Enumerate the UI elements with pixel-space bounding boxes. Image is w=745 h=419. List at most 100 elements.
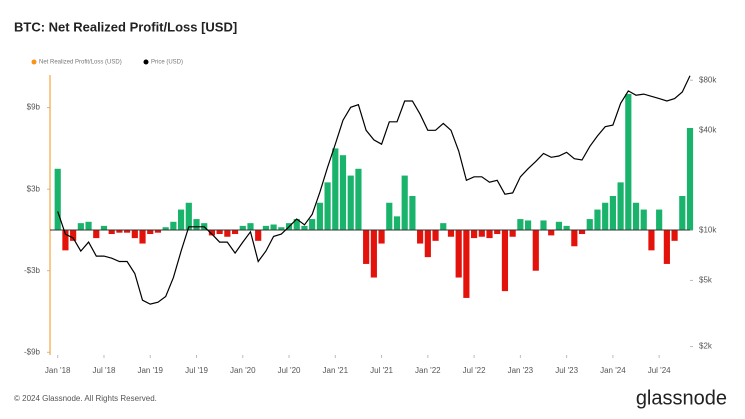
pnl-bar	[363, 229, 370, 264]
chart-title: BTC: Net Realized Profit/Loss [USD]	[14, 19, 237, 34]
pnl-bar	[424, 229, 431, 258]
pnl-bar	[686, 128, 694, 230]
x-tick-label: Jan '21	[323, 366, 349, 375]
pnl-bar	[417, 229, 424, 244]
pnl-bar	[617, 182, 624, 230]
pnl-bar	[594, 209, 601, 230]
pnl-bar	[671, 229, 678, 241]
pnl-bar	[540, 220, 547, 230]
y-tick-label: $9b	[27, 103, 41, 112]
x-tick-label: Jul '24	[648, 366, 671, 375]
pnl-bar	[555, 221, 562, 230]
y-tick-label: -$3b	[24, 266, 41, 275]
pnl-bar	[609, 195, 616, 230]
pnl-bar	[339, 155, 347, 230]
pnl-bar	[393, 216, 401, 230]
pnl-bar	[648, 229, 655, 251]
x-tick-label: Jul '20	[278, 366, 301, 375]
pnl-bar	[247, 223, 254, 230]
pnl-bar	[563, 225, 570, 230]
pnl-bar	[532, 229, 539, 271]
pnl-bar	[70, 229, 77, 241]
pnl-bar	[255, 229, 262, 241]
pnl-bar	[54, 168, 61, 230]
x-tick-label: Jan '24	[600, 366, 626, 375]
pnl-bar	[656, 209, 663, 230]
pnl-bar	[162, 227, 169, 230]
x-tick-label: Jan '20	[230, 366, 256, 375]
pnl-bar	[401, 175, 408, 230]
pnl-bar	[262, 225, 269, 230]
pnl-bar	[309, 219, 316, 230]
price-line	[57, 75, 691, 305]
pnl-bar	[239, 225, 246, 230]
pnl-bar	[409, 195, 416, 230]
y2-tick-label: $5k	[699, 276, 713, 285]
x-tick-label: Jul '21	[370, 366, 393, 375]
pnl-bar	[347, 175, 354, 230]
legend-marker	[31, 59, 37, 65]
pnl-bar	[216, 229, 223, 235]
pnl-bar	[632, 202, 640, 230]
brand-logo: glassnode	[636, 387, 727, 409]
pnl-bar	[494, 229, 501, 235]
pnl-bar	[463, 229, 470, 298]
pnl-bar	[548, 229, 555, 236]
pnl-bar	[93, 229, 100, 239]
pnl-bar	[517, 219, 524, 230]
x-tick-label: Jul '19	[185, 366, 208, 375]
x-tick-label: Jul '22	[463, 366, 486, 375]
pnl-bar	[108, 229, 115, 235]
pnl-bar	[486, 229, 493, 239]
x-tick-label: Jan '18	[45, 366, 71, 375]
pnl-bar	[663, 229, 670, 264]
x-tick-label: Jul '23	[555, 366, 578, 375]
pnl-bar	[478, 229, 485, 237]
pnl-bar	[332, 148, 339, 230]
pnl-bar	[147, 229, 154, 235]
pnl-bar	[293, 219, 300, 230]
pnl-bar	[578, 229, 586, 235]
pnl-bar	[625, 94, 632, 230]
pnl-bar	[178, 209, 185, 230]
pnl-bar	[432, 229, 439, 241]
pnl-bar	[131, 229, 138, 239]
pnl-bar	[679, 195, 686, 230]
y2-tick-label: $10k	[699, 225, 717, 234]
pnl-bar	[501, 229, 509, 292]
pnl-bar	[640, 209, 647, 230]
pnl-bar	[524, 220, 532, 230]
pnl-bar	[85, 221, 92, 230]
pnl-bar	[324, 182, 331, 230]
pnl-bar	[193, 219, 200, 230]
pnl-bar	[378, 229, 385, 244]
x-tick-label: Jan '19	[137, 366, 163, 375]
pnl-bar	[370, 229, 377, 278]
y2-tick-label: $40k	[699, 125, 717, 134]
y-tick-label: $3b	[27, 184, 41, 193]
pnl-bar	[316, 202, 323, 230]
pnl-bar	[154, 229, 162, 233]
pnl-bar	[270, 224, 277, 230]
y2-tick-label: $2k	[699, 342, 713, 351]
pnl-bar	[224, 229, 231, 237]
copyright: © 2024 Glassnode. All Rights Reserved.	[14, 394, 157, 403]
y-tick-label: -$9b	[24, 347, 41, 356]
legend-marker	[143, 59, 149, 65]
pnl-bar	[386, 202, 393, 230]
pnl-bar	[170, 221, 177, 230]
x-tick-label: Jan '23	[508, 366, 534, 375]
pnl-bar	[471, 229, 478, 239]
legend-label: Price (USD)	[151, 60, 183, 66]
pnl-bar	[116, 229, 123, 233]
pnl-bar	[77, 223, 84, 230]
pnl-bar	[185, 202, 192, 230]
pnl-bar	[100, 225, 108, 230]
pnl-bar	[124, 229, 131, 233]
pnl-bar	[440, 223, 447, 230]
pnl-bar	[571, 229, 578, 247]
pnl-bar	[447, 229, 455, 237]
legend-label: Net Realized Profit/Loss (USD)	[39, 60, 122, 66]
pnl-bar	[139, 229, 146, 244]
